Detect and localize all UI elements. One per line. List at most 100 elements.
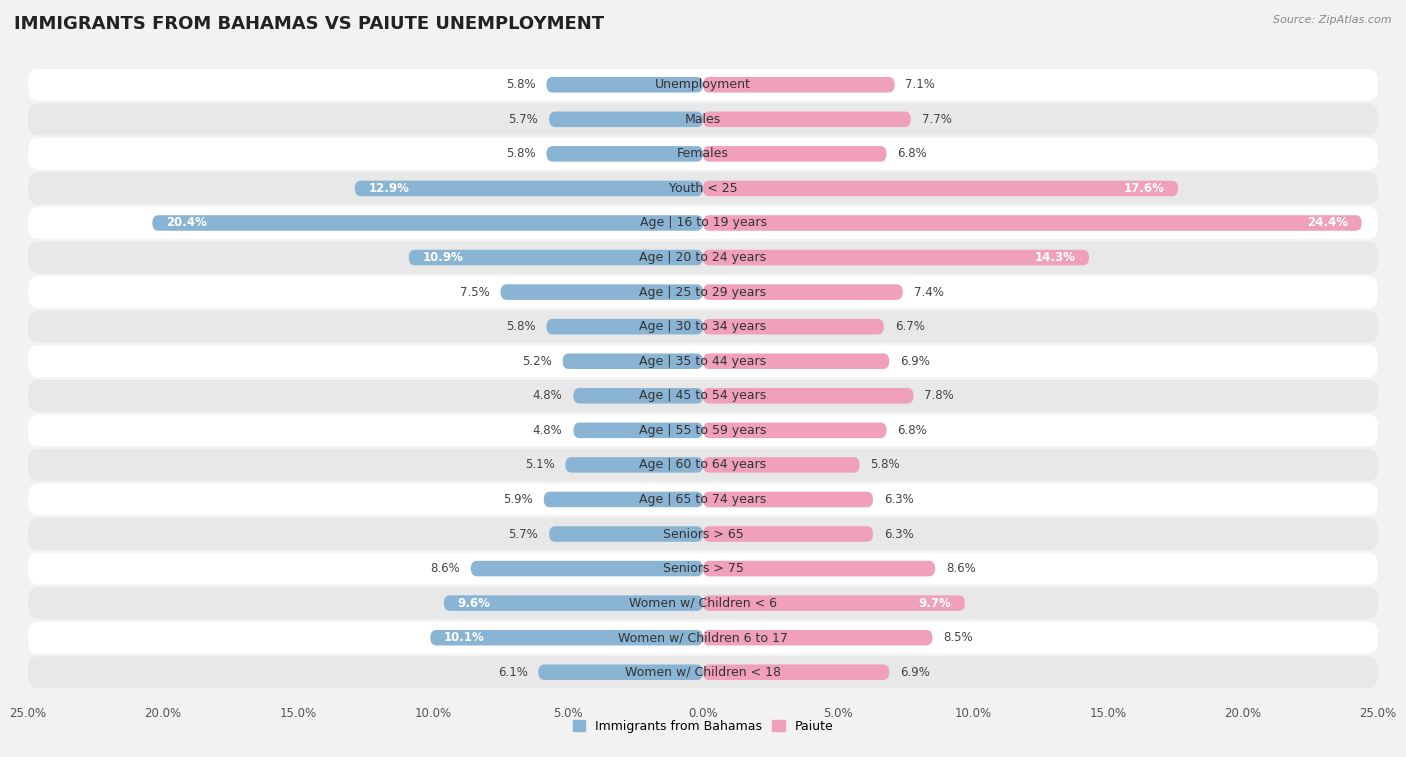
Text: Age | 35 to 44 years: Age | 35 to 44 years <box>640 355 766 368</box>
FancyBboxPatch shape <box>703 319 884 335</box>
Legend: Immigrants from Bahamas, Paiute: Immigrants from Bahamas, Paiute <box>568 715 838 738</box>
Text: 6.3%: 6.3% <box>884 493 914 506</box>
Text: 6.1%: 6.1% <box>498 665 527 679</box>
Text: Age | 60 to 64 years: Age | 60 to 64 years <box>640 459 766 472</box>
FancyBboxPatch shape <box>703 492 873 507</box>
FancyBboxPatch shape <box>547 77 703 92</box>
FancyBboxPatch shape <box>703 526 873 542</box>
FancyBboxPatch shape <box>28 587 1378 619</box>
FancyBboxPatch shape <box>703 111 911 127</box>
FancyBboxPatch shape <box>703 215 1361 231</box>
Text: 20.4%: 20.4% <box>166 217 207 229</box>
FancyBboxPatch shape <box>28 414 1378 446</box>
Text: 5.7%: 5.7% <box>509 528 538 540</box>
Text: 7.8%: 7.8% <box>924 389 955 402</box>
FancyBboxPatch shape <box>703 250 1090 265</box>
Text: 6.3%: 6.3% <box>884 528 914 540</box>
FancyBboxPatch shape <box>28 656 1378 688</box>
FancyBboxPatch shape <box>444 595 703 611</box>
FancyBboxPatch shape <box>703 181 1178 196</box>
Text: 6.9%: 6.9% <box>900 355 929 368</box>
FancyBboxPatch shape <box>409 250 703 265</box>
Text: 10.9%: 10.9% <box>422 251 463 264</box>
Text: 5.7%: 5.7% <box>509 113 538 126</box>
Text: 5.2%: 5.2% <box>522 355 551 368</box>
Text: 7.7%: 7.7% <box>922 113 952 126</box>
FancyBboxPatch shape <box>28 380 1378 412</box>
FancyBboxPatch shape <box>28 69 1378 101</box>
Text: Age | 45 to 54 years: Age | 45 to 54 years <box>640 389 766 402</box>
FancyBboxPatch shape <box>703 354 889 369</box>
FancyBboxPatch shape <box>565 457 703 472</box>
FancyBboxPatch shape <box>28 449 1378 481</box>
Text: Age | 16 to 19 years: Age | 16 to 19 years <box>640 217 766 229</box>
Text: Women w/ Children 6 to 17: Women w/ Children 6 to 17 <box>619 631 787 644</box>
Text: 5.8%: 5.8% <box>870 459 900 472</box>
FancyBboxPatch shape <box>28 241 1378 273</box>
FancyBboxPatch shape <box>28 345 1378 377</box>
Text: 8.6%: 8.6% <box>430 562 460 575</box>
FancyBboxPatch shape <box>28 207 1378 239</box>
FancyBboxPatch shape <box>703 146 887 162</box>
FancyBboxPatch shape <box>28 104 1378 136</box>
Text: Women w/ Children < 6: Women w/ Children < 6 <box>628 597 778 609</box>
Text: 4.8%: 4.8% <box>533 424 562 437</box>
FancyBboxPatch shape <box>152 215 703 231</box>
Text: 5.8%: 5.8% <box>506 78 536 92</box>
FancyBboxPatch shape <box>703 595 965 611</box>
Text: Males: Males <box>685 113 721 126</box>
Text: 7.4%: 7.4% <box>914 285 943 298</box>
Text: Age | 30 to 34 years: Age | 30 to 34 years <box>640 320 766 333</box>
FancyBboxPatch shape <box>28 621 1378 653</box>
FancyBboxPatch shape <box>550 526 703 542</box>
Text: 8.5%: 8.5% <box>943 631 973 644</box>
Text: Youth < 25: Youth < 25 <box>669 182 737 195</box>
Text: 5.8%: 5.8% <box>506 148 536 160</box>
Text: Age | 55 to 59 years: Age | 55 to 59 years <box>640 424 766 437</box>
Text: Age | 20 to 24 years: Age | 20 to 24 years <box>640 251 766 264</box>
Text: 10.1%: 10.1% <box>444 631 485 644</box>
Text: 5.9%: 5.9% <box>503 493 533 506</box>
FancyBboxPatch shape <box>703 561 935 576</box>
FancyBboxPatch shape <box>28 484 1378 516</box>
FancyBboxPatch shape <box>547 146 703 162</box>
Text: Unemployment: Unemployment <box>655 78 751 92</box>
Text: 14.3%: 14.3% <box>1035 251 1076 264</box>
FancyBboxPatch shape <box>28 276 1378 308</box>
Text: Seniors > 75: Seniors > 75 <box>662 562 744 575</box>
FancyBboxPatch shape <box>574 388 703 403</box>
FancyBboxPatch shape <box>28 138 1378 170</box>
FancyBboxPatch shape <box>574 422 703 438</box>
FancyBboxPatch shape <box>703 630 932 646</box>
FancyBboxPatch shape <box>430 630 703 646</box>
Text: 4.8%: 4.8% <box>533 389 562 402</box>
Text: Age | 65 to 74 years: Age | 65 to 74 years <box>640 493 766 506</box>
Text: 6.7%: 6.7% <box>894 320 925 333</box>
FancyBboxPatch shape <box>501 285 703 300</box>
Text: Females: Females <box>678 148 728 160</box>
FancyBboxPatch shape <box>703 388 914 403</box>
Text: IMMIGRANTS FROM BAHAMAS VS PAIUTE UNEMPLOYMENT: IMMIGRANTS FROM BAHAMAS VS PAIUTE UNEMPL… <box>14 15 605 33</box>
FancyBboxPatch shape <box>28 553 1378 584</box>
FancyBboxPatch shape <box>544 492 703 507</box>
Text: Age | 25 to 29 years: Age | 25 to 29 years <box>640 285 766 298</box>
FancyBboxPatch shape <box>550 111 703 127</box>
Text: 6.9%: 6.9% <box>900 665 929 679</box>
FancyBboxPatch shape <box>547 319 703 335</box>
Text: 5.1%: 5.1% <box>524 459 554 472</box>
Text: 8.6%: 8.6% <box>946 562 976 575</box>
Text: 9.7%: 9.7% <box>918 597 952 609</box>
FancyBboxPatch shape <box>703 77 894 92</box>
Text: 17.6%: 17.6% <box>1123 182 1164 195</box>
Text: Source: ZipAtlas.com: Source: ZipAtlas.com <box>1274 15 1392 25</box>
Text: 24.4%: 24.4% <box>1308 217 1348 229</box>
Text: 6.8%: 6.8% <box>897 424 927 437</box>
FancyBboxPatch shape <box>28 518 1378 550</box>
Text: 9.6%: 9.6% <box>457 597 491 609</box>
Text: 6.8%: 6.8% <box>897 148 927 160</box>
FancyBboxPatch shape <box>471 561 703 576</box>
FancyBboxPatch shape <box>354 181 703 196</box>
Text: 7.5%: 7.5% <box>460 285 489 298</box>
FancyBboxPatch shape <box>28 311 1378 343</box>
FancyBboxPatch shape <box>703 665 889 680</box>
